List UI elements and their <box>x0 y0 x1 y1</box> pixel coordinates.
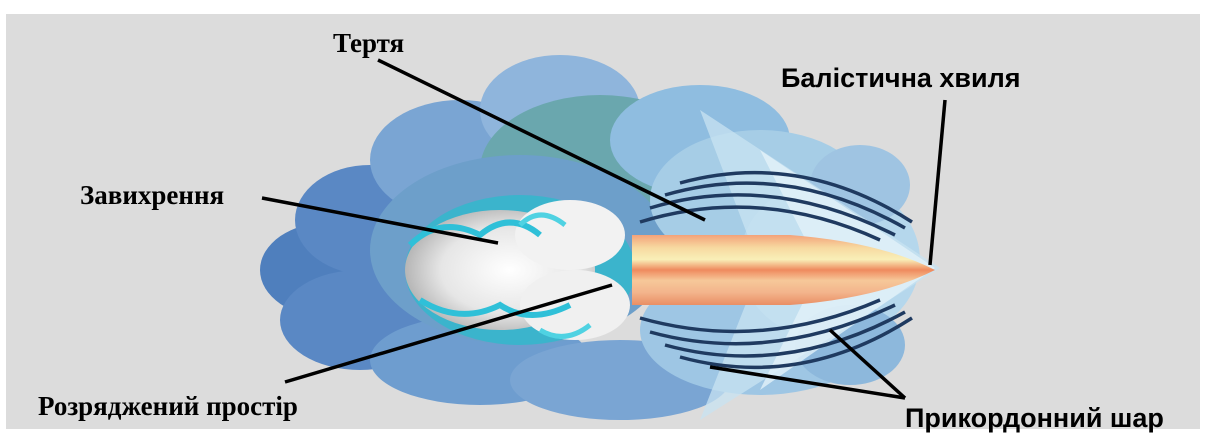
label-boundary-layer: Прикордонний шар <box>905 403 1164 433</box>
bullet <box>632 235 935 305</box>
leader-ballistic <box>928 99 947 266</box>
leader-boundary-b <box>828 328 907 400</box>
leader-friction <box>377 58 706 222</box>
label-ballistic-wave: Балістична хвиля <box>781 63 1021 93</box>
boundary-flow-lines <box>639 170 913 370</box>
label-friction: Тертя <box>333 28 405 58</box>
label-rarefied-space: Розряджений простір <box>38 391 298 421</box>
leader-boundary-a <box>709 365 906 400</box>
leader-rarefied <box>284 283 613 384</box>
leader-turbulence <box>261 196 499 245</box>
wake-region <box>405 195 635 345</box>
leader-lines <box>261 58 947 400</box>
label-turbulence: Завихрення <box>80 180 225 210</box>
